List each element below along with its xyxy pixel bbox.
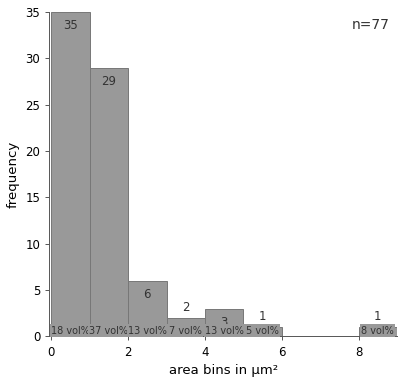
Bar [51, 12, 90, 336]
Text: 8 vol%: 8 vol% [362, 326, 394, 336]
Text: 13 vol%: 13 vol% [205, 326, 244, 336]
Text: 1: 1 [259, 311, 266, 323]
Bar [359, 327, 397, 336]
Text: 6: 6 [143, 288, 151, 301]
Text: 3: 3 [221, 316, 228, 329]
Text: n=77: n=77 [352, 18, 390, 32]
Text: 2: 2 [182, 301, 189, 314]
Text: 7 vol%: 7 vol% [169, 326, 202, 336]
Bar [166, 318, 205, 336]
Bar [90, 68, 128, 336]
Text: 1: 1 [374, 311, 382, 323]
Bar [243, 327, 282, 336]
Text: 13 vol%: 13 vol% [128, 326, 167, 336]
Bar [205, 309, 243, 336]
Y-axis label: frequency: frequency [7, 141, 20, 208]
Text: 29: 29 [101, 75, 116, 88]
X-axis label: area bins in μm²: area bins in μm² [168, 364, 278, 377]
Text: 35: 35 [63, 19, 78, 32]
Text: 5 vol%: 5 vol% [246, 326, 279, 336]
Bar [128, 281, 166, 336]
Text: 37 vol%: 37 vol% [89, 326, 128, 336]
Text: 18 vol%: 18 vol% [51, 326, 90, 336]
